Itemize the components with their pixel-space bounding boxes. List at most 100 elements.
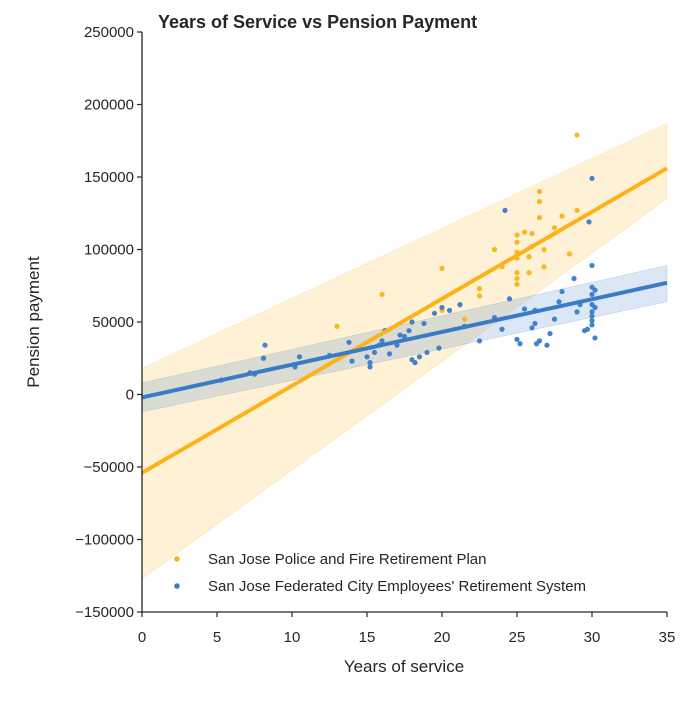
data-point-series-1: [421, 320, 427, 327]
data-point-series-0: [491, 246, 498, 253]
data-point-series-0: [541, 264, 547, 270]
legend-marker-police-fire: [174, 556, 180, 562]
data-point-series-1: [371, 349, 378, 356]
data-point-series-1: [589, 313, 595, 319]
regression-lines: [140, 166, 669, 475]
data-point-series-1: [521, 306, 528, 312]
data-point-series-0: [439, 265, 445, 271]
x-tick-label: 15: [359, 629, 376, 646]
data-point-series-1: [367, 360, 373, 366]
data-point-series-1: [397, 332, 403, 338]
legend: San Jose Police and Fire Retirement Plan…: [174, 551, 586, 595]
data-point-series-1: [589, 291, 595, 298]
y-tick-label: −150000: [75, 604, 134, 621]
regression-line-1: [141, 280, 668, 400]
data-point-series-1: [559, 288, 565, 295]
y-tick-label: 150000: [84, 169, 134, 186]
data-point-series-1: [296, 354, 303, 360]
data-point-series-0: [514, 281, 520, 287]
data-point-series-1: [517, 341, 523, 347]
data-point-series-0: [379, 291, 385, 298]
data-point-series-1: [592, 335, 598, 341]
data-point-series-0: [536, 188, 543, 195]
data-point-series-1: [592, 304, 598, 311]
data-point-series-1: [406, 328, 412, 334]
data-point-series-1: [589, 322, 595, 328]
y-tick-label: −50000: [84, 459, 134, 476]
data-point-series-1: [424, 349, 430, 356]
data-point-series-1: [436, 345, 442, 351]
x-tick-label: 10: [284, 629, 301, 646]
data-point-series-1: [260, 355, 267, 361]
x-tick-label: 5: [213, 629, 221, 646]
y-tick-label: 250000: [84, 24, 134, 41]
data-point-series-0: [526, 254, 532, 260]
data-point-series-0: [559, 213, 565, 219]
regression-line-0: [140, 166, 669, 475]
data-point-series-0: [536, 215, 543, 221]
y-tick-label: 0: [126, 387, 134, 404]
axis-ticks: 0 5 10 15 20 25 30 35 −150000 −100000 −50000 0 50000…: [75, 24, 675, 646]
data-point-series-1: [551, 316, 558, 322]
data-point-series-1: [584, 326, 591, 332]
y-axis-label: Pension payment: [24, 256, 43, 388]
data-point-series-1: [499, 326, 505, 332]
data-point-series-1: [536, 338, 543, 344]
data-point-series-1: [589, 309, 595, 315]
data-point-series-1: [346, 339, 352, 345]
data-point-series-1: [529, 325, 535, 331]
data-point-series-0: [514, 275, 520, 282]
data-point-series-1: [412, 360, 418, 366]
data-point-series-1: [586, 219, 592, 225]
data-point-series-1: [589, 175, 595, 182]
data-point-series-1: [571, 275, 577, 282]
data-point-series-1: [457, 302, 463, 308]
x-axis-label: Years of service: [344, 657, 464, 676]
data-point-series-0: [541, 246, 547, 253]
data-point-series-1: [446, 307, 453, 313]
data-point-series-0: [536, 199, 543, 205]
data-point-series-1: [476, 338, 483, 344]
data-point-series-1: [556, 299, 562, 305]
data-point-series-0: [521, 229, 528, 235]
data-point-series-1: [514, 336, 520, 342]
legend-marker-federated: [174, 583, 180, 589]
data-point-series-1: [409, 319, 415, 325]
data-point-series-1: [364, 354, 370, 360]
y-tick-label: 100000: [84, 242, 134, 259]
data-point-series-1: [506, 296, 513, 302]
y-tick-label: 200000: [84, 97, 134, 114]
y-tick-label: −100000: [75, 532, 134, 549]
data-point-series-0: [334, 323, 340, 329]
data-point-series-1: [349, 358, 355, 364]
data-point-series-1: [544, 342, 550, 348]
data-point-series-0: [514, 270, 520, 276]
legend-label-federated: San Jose Federated City Employees' Retir…: [208, 578, 586, 595]
data-point-series-0: [514, 232, 520, 238]
x-tick-label: 35: [659, 629, 676, 646]
data-point-series-1: [379, 338, 385, 344]
data-point-series-0: [574, 132, 580, 138]
data-point-series-0: [551, 225, 558, 231]
data-point-series-1: [439, 304, 445, 311]
scatter-points: [218, 132, 598, 383]
data-point-series-1: [367, 364, 373, 370]
data-point-series-1: [416, 354, 423, 360]
data-point-series-1: [532, 320, 538, 327]
data-point-series-1: [592, 287, 598, 293]
x-tick-label: 0: [138, 629, 146, 646]
data-point-series-0: [476, 286, 483, 292]
data-point-series-1: [262, 342, 268, 348]
data-point-series-1: [589, 262, 595, 269]
data-point-series-0: [574, 207, 580, 213]
data-point-series-0: [461, 316, 468, 322]
x-tick-label: 20: [434, 629, 451, 646]
data-point-series-1: [547, 331, 553, 337]
confidence-bands: [141, 122, 668, 580]
legend-label-police-fire: San Jose Police and Fire Retirement Plan: [208, 551, 486, 568]
x-tick-label: 25: [509, 629, 526, 646]
chart-title: Years of Service vs Pension Payment: [158, 12, 477, 32]
data-point-series-0: [514, 239, 520, 245]
